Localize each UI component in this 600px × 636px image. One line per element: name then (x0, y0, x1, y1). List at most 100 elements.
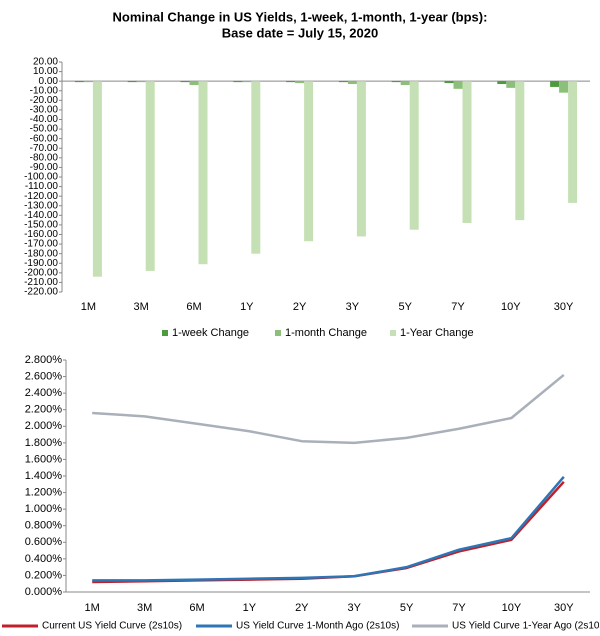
x-tick-label: 6M (189, 602, 204, 614)
bar (400, 81, 410, 85)
x-tick-label: 2Y (295, 602, 309, 614)
y-tick-label: -180.00 (24, 248, 58, 259)
y-tick-label: -120.00 (24, 191, 58, 202)
legend-label: 1-Year Change (400, 327, 474, 339)
x-tick-label: 3M (134, 301, 149, 313)
chart-subtitle: Base date = July 15, 2020 (222, 25, 378, 40)
y-tick-label: -150.00 (24, 220, 58, 231)
y-tick-label: -170.00 (24, 239, 58, 250)
x-tick-label: 30Y (554, 301, 574, 313)
bar (347, 81, 357, 85)
legend-swatch (390, 330, 396, 336)
bar (356, 81, 366, 237)
bar (242, 81, 252, 83)
y-tick-label: 0.200% (25, 569, 63, 581)
bar (515, 81, 525, 221)
bar (74, 81, 84, 83)
y-tick-label: -200.00 (24, 267, 58, 278)
bar (506, 81, 516, 88)
y-tick-label: -110.00 (25, 181, 59, 192)
y-tick-label: -210.00 (24, 277, 58, 288)
x-tick-label: 3Y (347, 602, 361, 614)
x-tick-label: 6M (186, 301, 201, 313)
bar (409, 81, 419, 230)
y-tick-label: 0.400% (25, 553, 63, 565)
bar (198, 81, 208, 265)
bar (286, 81, 296, 83)
y-tick-label: 1.400% (25, 470, 63, 482)
y-tick-label: -220.00 (24, 287, 58, 298)
y-tick-label: 2.000% (25, 420, 63, 432)
chart-title: Nominal Change in US Yields, 1-week, 1-m… (113, 9, 488, 24)
x-tick-label: 10Y (502, 602, 522, 614)
legend-label: US Yield Curve 1-Year Ago (2s10s) (452, 621, 600, 632)
line-series (92, 476, 565, 582)
y-tick-label: -130.00 (24, 200, 58, 211)
bar (145, 81, 155, 271)
bar (497, 81, 507, 85)
x-tick-label: 1Y (240, 301, 254, 313)
bar (453, 81, 463, 89)
x-tick-label: 1M (81, 301, 96, 313)
bar (550, 81, 560, 87)
x-tick-label: 5Y (398, 301, 412, 313)
y-tick-label: 0.600% (25, 536, 63, 548)
bar (251, 81, 261, 254)
bar (189, 81, 199, 85)
legend-label: Current US Yield Curve (2s10s) (42, 621, 182, 632)
y-tick-label: -140.00 (24, 210, 58, 221)
y-tick-label: -10.00 (30, 85, 59, 96)
y-tick-label: -80.00 (30, 152, 59, 163)
legend-label: 1-week Change (172, 327, 249, 339)
bar (338, 81, 348, 83)
bar (304, 81, 314, 242)
y-tick-label: 1.200% (25, 486, 63, 498)
x-tick-label: 1M (85, 602, 100, 614)
bar (83, 81, 93, 83)
bar (233, 81, 243, 83)
y-tick-label: 1.600% (25, 453, 63, 465)
y-tick-label: -90.00 (30, 162, 59, 173)
bar (391, 81, 401, 83)
y-tick-label: -190.00 (24, 258, 58, 269)
y-tick-label: 2.600% (25, 370, 63, 382)
legend-swatch (162, 330, 168, 336)
bar (444, 81, 454, 84)
bar (462, 81, 472, 224)
x-tick-label: 7Y (451, 301, 465, 313)
y-tick-label: -160.00 (24, 229, 58, 240)
legend-swatch (275, 330, 281, 336)
y-tick-label: -60.00 (30, 133, 59, 144)
bar (92, 81, 102, 277)
y-tick-label: -20.00 (30, 95, 59, 106)
x-tick-label: 10Y (501, 301, 521, 313)
y-tick-label: -100.00 (24, 172, 58, 183)
bar (127, 81, 137, 83)
legend-label: US Yield Curve 1-Month Ago (2s10s) (236, 621, 399, 632)
x-tick-label: 1Y (243, 602, 257, 614)
y-tick-label: 0.00 (39, 76, 59, 87)
x-tick-label: 7Y (452, 602, 466, 614)
line-series (92, 373, 565, 445)
bar (180, 81, 190, 83)
y-tick-label: 0.800% (25, 520, 63, 532)
y-tick-label: 2.200% (25, 404, 63, 416)
legend-label: 1-month Change (285, 327, 367, 339)
y-tick-label: -70.00 (30, 143, 59, 154)
y-tick-label: 2.800% (25, 354, 63, 366)
y-tick-label: 20.00 (33, 57, 58, 68)
bar (559, 81, 569, 93)
y-tick-label: -40.00 (30, 114, 59, 125)
x-tick-label: 3Y (346, 301, 360, 313)
bar (568, 81, 578, 203)
x-tick-label: 5Y (400, 602, 414, 614)
y-tick-label: -30.00 (30, 105, 59, 116)
x-tick-label: 2Y (293, 301, 307, 313)
bar (295, 81, 305, 84)
x-tick-label: 3M (137, 602, 152, 614)
y-tick-label: -50.00 (30, 124, 59, 135)
y-tick-label: 1.800% (25, 437, 63, 449)
y-tick-label: 1.000% (25, 503, 63, 515)
x-tick-label: 30Y (554, 602, 574, 614)
